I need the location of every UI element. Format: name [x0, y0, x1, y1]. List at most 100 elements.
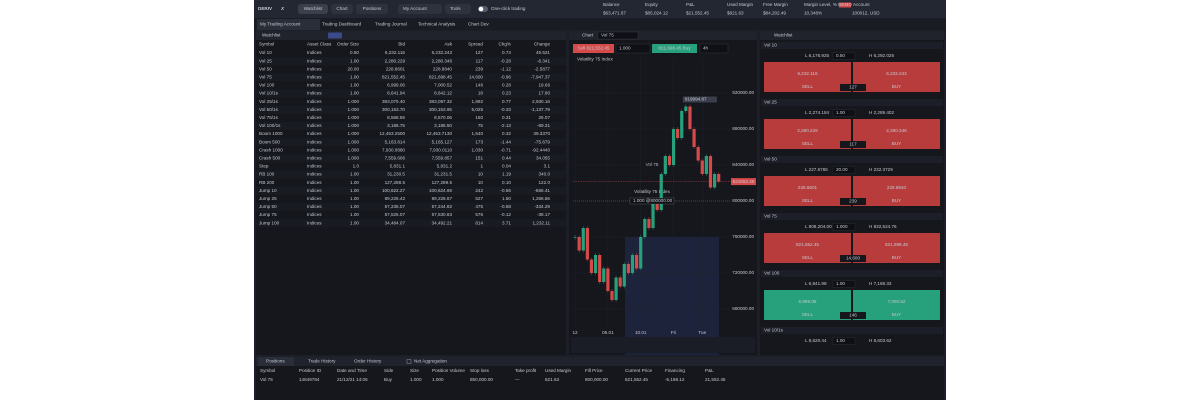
cell: 173	[475, 139, 483, 144]
aggregation-label: Net Aggregation	[414, 359, 447, 364]
cell: 0.04	[502, 164, 511, 169]
sell-card-button[interactable]	[764, 290, 851, 320]
cell: Indices	[307, 156, 322, 161]
candle	[708, 156, 713, 188]
tab-label[interactable]: Trade History	[308, 359, 336, 364]
buy-label: BUY	[892, 255, 901, 260]
cell: 18	[478, 91, 484, 96]
candle	[643, 219, 647, 237]
column-header: Spread	[468, 42, 483, 47]
tab-label[interactable]: Positions	[266, 359, 285, 364]
panel-title: Watchlist	[774, 33, 793, 38]
cell: 57,236.07	[385, 204, 406, 209]
sell-label: Sell 821,552.45	[578, 46, 610, 51]
tab-label[interactable]: My Trading Account	[260, 22, 301, 27]
candle	[663, 156, 667, 174]
cell: 1	[480, 164, 483, 169]
card-size[interactable]	[832, 280, 856, 288]
candle	[602, 268, 606, 282]
cell: 1.000	[348, 131, 360, 136]
spread-box	[840, 312, 866, 319]
cell: 7,930.0110	[429, 147, 452, 152]
cell: 12,453.7130	[426, 131, 452, 136]
menu-button[interactable]	[398, 4, 442, 14]
cell: -0.12	[501, 212, 512, 217]
buy-card-button[interactable]	[853, 233, 940, 263]
candle	[655, 201, 659, 210]
cell: 14849784	[299, 377, 320, 382]
symbol-input[interactable]	[597, 31, 639, 40]
cell: 228.8840	[433, 66, 453, 71]
buy-button[interactable]	[652, 44, 697, 53]
menu-button[interactable]	[445, 4, 471, 14]
sell-card-button[interactable]	[764, 233, 851, 263]
nav-button[interactable]	[298, 4, 328, 14]
size-input[interactable]	[615, 43, 651, 54]
card-size[interactable]	[832, 52, 856, 60]
sell-card-button[interactable]	[764, 176, 851, 206]
cell: 7,000.52	[434, 83, 452, 88]
cell: 383,097.32	[429, 99, 452, 104]
stat-label: Free Margin	[763, 2, 788, 7]
cell: Vol 25/1s	[259, 99, 279, 104]
cell: 57,530.83	[432, 212, 453, 217]
stat-label: Equity	[645, 2, 658, 7]
cell: Indices	[307, 220, 322, 225]
candle	[585, 228, 589, 260]
brand-mark: X	[280, 6, 285, 11]
nav-label: Positions	[363, 6, 382, 11]
cell: Vol 100	[259, 83, 275, 88]
tab-label[interactable]: Technical Analysis	[418, 22, 456, 27]
active-tab[interactable]	[257, 19, 320, 30]
sell-card-button[interactable]	[764, 62, 851, 92]
cell: Jump 25	[259, 196, 277, 201]
y-tick-label: 880000.00	[732, 126, 754, 131]
cell: 14,600	[469, 75, 483, 80]
interval-value: 4h	[703, 46, 709, 51]
buy-card-button[interactable]	[853, 176, 940, 206]
cell: 150	[475, 115, 483, 120]
candle	[573, 237, 577, 238]
tab-label[interactable]: Trading Dashboard	[322, 22, 362, 27]
nav-button[interactable]	[356, 4, 388, 14]
interval-select[interactable]	[699, 43, 729, 54]
card-size[interactable]	[832, 223, 856, 231]
spread-box	[840, 141, 866, 148]
cell: Vol 75	[259, 75, 272, 80]
card-size[interactable]	[832, 109, 856, 117]
tab-label[interactable]: Chart Dev	[468, 22, 489, 27]
cell: 31,230.5	[387, 172, 405, 177]
cell: Jump 100	[259, 220, 280, 225]
card-header	[761, 327, 943, 334]
cell: 19.66	[539, 83, 551, 88]
active-tab[interactable]	[258, 357, 294, 366]
buy-label: BUY	[892, 84, 901, 89]
buy-card-button[interactable]	[853, 62, 940, 92]
cell: Indices	[307, 131, 322, 136]
buy-card-button[interactable]	[853, 119, 940, 149]
spread-box	[840, 84, 866, 91]
cell: 1.50	[502, 196, 511, 201]
tab-label[interactable]: Order History	[354, 359, 382, 364]
cell: Boom 1000	[259, 131, 283, 136]
cell: Step	[259, 164, 269, 169]
sell-label: SELL	[802, 255, 814, 260]
sell-button[interactable]	[573, 44, 614, 53]
cell: -0.71	[501, 147, 512, 152]
buy-card-button[interactable]	[853, 290, 940, 320]
card-size[interactable]	[832, 337, 856, 345]
sell-card-button[interactable]	[764, 119, 851, 149]
cell: 821.63	[545, 377, 559, 382]
filter-button[interactable]	[328, 32, 342, 39]
card-size[interactable]	[832, 166, 856, 174]
candle	[606, 268, 610, 291]
buy-label: BUY	[892, 198, 901, 203]
tab-label[interactable]: Trading Journal	[375, 22, 407, 27]
cell: 1.000	[432, 377, 444, 382]
row-bg	[256, 154, 566, 163]
candle	[581, 228, 585, 251]
stat-value: $63,471.67	[603, 11, 626, 16]
nav-button[interactable]	[331, 4, 353, 14]
checkbox[interactable]	[406, 359, 412, 364]
cell: 26.07	[539, 115, 551, 120]
